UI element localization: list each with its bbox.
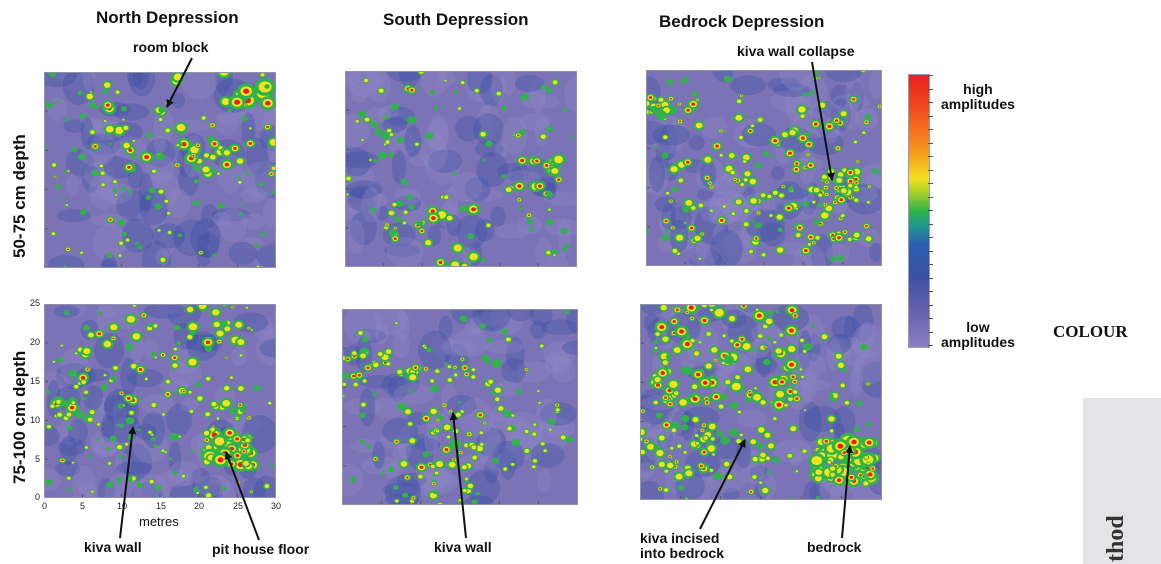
colorbar-tick (928, 156, 933, 157)
y-tick-label: 20 (30, 337, 41, 347)
amplitude-map (342, 309, 578, 505)
annotation-bedrock: bedrock (807, 539, 862, 555)
panel-south-upper (345, 71, 577, 267)
annotation-room-block: room block (133, 39, 209, 55)
row-title-upper: 50-75 cm depth (10, 134, 29, 258)
legend-low-label: low amplitudes (941, 319, 1015, 350)
colorbar-tick (928, 75, 933, 76)
panel-north-upper (44, 72, 276, 268)
side-word-colour: COLOUR (1053, 322, 1128, 341)
colorbar-tick (928, 183, 933, 184)
amplitude-map (345, 71, 577, 267)
colorbar-tick (928, 115, 933, 117)
panel-north-lower (44, 304, 276, 498)
x-axis-label: metres (139, 514, 179, 529)
y-tick-label: 15 (30, 376, 41, 386)
row-title-lower: 75-100 cm depth (10, 350, 29, 484)
amplitude-colorbar (908, 74, 930, 348)
colorbar-tick (928, 102, 933, 103)
panel-south-lower (342, 309, 578, 505)
column-title-north: North Depression (96, 8, 239, 27)
amplitude-map (44, 304, 276, 498)
panel-bedrock-lower (640, 304, 882, 500)
colorbar-tick (928, 277, 933, 279)
amplitude-map (640, 304, 882, 500)
colorbar-tick (928, 237, 933, 238)
x-tick-label: 30 (271, 501, 282, 511)
colorbar-tick (928, 345, 933, 346)
column-title-bedrock: Bedrock Depression (659, 12, 825, 31)
amplitude-map (646, 70, 882, 266)
annotation-kiva-wall-north: kiva wall (84, 539, 142, 555)
y-tick-label: 10 (30, 415, 41, 425)
colorbar-tick (928, 304, 933, 306)
colorbar-tick (928, 223, 933, 225)
x-tick-label: 10 (117, 501, 128, 511)
colorbar-tick (928, 142, 933, 144)
x-tick-label: 15 (156, 501, 167, 511)
panel-bedrock-upper (646, 70, 882, 266)
colorbar-tick (928, 129, 933, 130)
annotation-kiva-wall-collapse: kiva wall collapse (737, 43, 855, 59)
colorbar-tick (928, 210, 933, 211)
x-tick-label: 5 (80, 501, 86, 511)
colorbar-tick (928, 88, 933, 90)
annotation-kiva-incised: kiva incised into bedrock (640, 530, 725, 561)
colorbar-tick (928, 318, 933, 319)
y-tick-label: 25 (30, 298, 41, 308)
amplitude-map (44, 72, 276, 268)
column-title-south: South Depression (383, 10, 529, 29)
colorbar-tick (928, 196, 933, 198)
x-tick-label: 20 (194, 501, 205, 511)
y-tick-label: 0 (35, 492, 41, 502)
colorbar-tick (928, 264, 933, 265)
annotation-kiva-wall-south: kiva wall (434, 539, 492, 555)
colorbar-tick (928, 331, 933, 333)
x-tick-label: 25 (233, 501, 244, 511)
colorbar-tick (928, 250, 933, 252)
colorbar-tick (928, 291, 933, 292)
y-tick-label: 5 (35, 454, 41, 464)
side-tab: thod (1083, 398, 1161, 564)
legend-high-label: high amplitudes (941, 81, 1015, 112)
side-tab-text: thod (1103, 515, 1129, 562)
annotation-pit-house-floor: pit house floor (212, 541, 310, 557)
colorbar-tick (928, 169, 933, 171)
x-tick-label: 0 (42, 501, 48, 511)
